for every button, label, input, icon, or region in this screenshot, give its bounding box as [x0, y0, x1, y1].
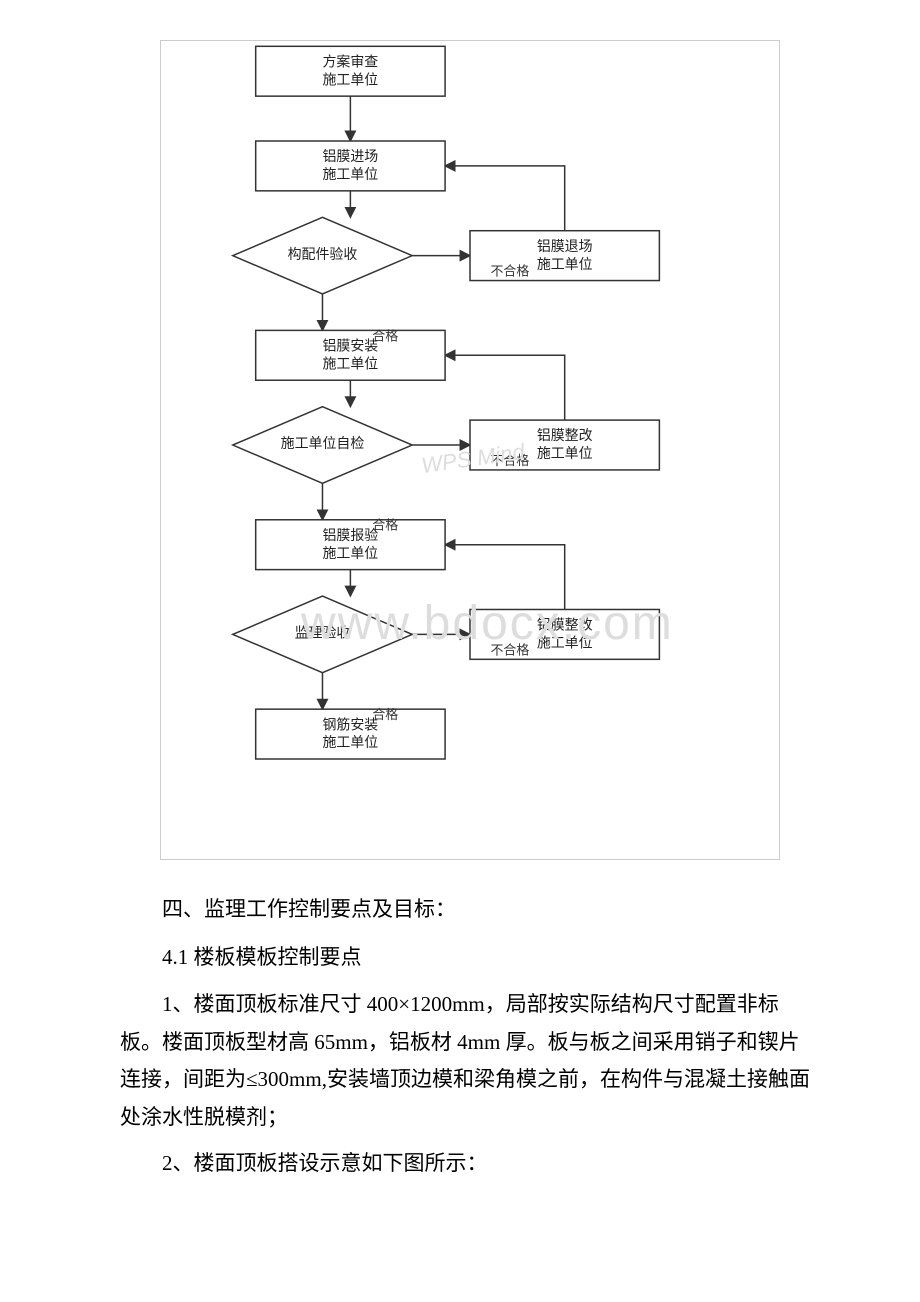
flowchart-node-text-n5: 铝膜安装 — [323, 339, 379, 355]
flowchart-edge — [445, 545, 565, 610]
flowchart-node-text-n8: 铝膜报验 — [323, 528, 379, 544]
svg-text:施工单位: 施工单位 — [537, 446, 593, 462]
flowchart-node-n11 — [256, 709, 445, 759]
flowchart-edge — [445, 355, 565, 420]
flowchart-edge-label: 合格 — [372, 707, 398, 722]
flowchart-svg: 方案审查施工单位铝膜进场施工单位构配件验收铝膜退场施工单位铝膜安装施工单位施工单… — [161, 41, 779, 859]
svg-text:施工单位: 施工单位 — [323, 546, 379, 562]
svg-text:施工单位: 施工单位 — [537, 636, 593, 652]
flowchart-node-text-n3: 构配件验收 — [288, 247, 358, 263]
flowchart-node-n5 — [256, 330, 445, 380]
flowchart-node-n2 — [256, 141, 445, 191]
section-4-1-heading: 4.1 楼板模板控制要点 — [120, 938, 820, 978]
svg-text:施工单位: 施工单位 — [537, 257, 593, 273]
flowchart-node-text-n6: 施工单位自检 — [281, 436, 365, 452]
flowchart-node-text-n10: 铝膜整改 — [537, 618, 593, 634]
paragraph-1: 1、楼面顶板标准尺寸 400×1200mm，局部按实际结构尺寸配置非标板。楼面顶… — [120, 986, 820, 1137]
flowchart-node-n8 — [256, 520, 445, 570]
svg-text:施工单位: 施工单位 — [323, 72, 379, 88]
flowchart-edge-label: 合格 — [372, 328, 398, 343]
flowchart-node-text-n9: 监理验收 — [295, 626, 351, 642]
flowchart-node-text-n7: 铝膜整改 — [537, 428, 593, 444]
flowchart-edge-label: 不合格 — [490, 642, 529, 657]
flowchart-node-text-n2: 铝膜进场 — [323, 149, 379, 165]
flowchart-edge-label: 不合格 — [490, 453, 529, 468]
flowchart-node-text-n1: 方案审查 — [323, 53, 379, 70]
svg-text:施工单位: 施工单位 — [323, 735, 379, 751]
flowchart-edge-label: 合格 — [372, 518, 398, 533]
flowchart-node-n1 — [256, 46, 445, 96]
flowchart-container: WPS Mind www.bdocx.com 方案审查施工单位铝膜进场施工单位构… — [160, 40, 780, 860]
svg-text:施工单位: 施工单位 — [323, 356, 379, 372]
paragraph-2: 2、楼面顶板搭设示意如下图所示： — [120, 1145, 820, 1183]
svg-text:施工单位: 施工单位 — [323, 167, 379, 183]
section-4-heading: 四、监理工作控制要点及目标： — [120, 890, 820, 930]
flowchart-node-text-n4: 铝膜退场 — [537, 239, 593, 255]
flowchart-edge — [445, 166, 565, 231]
flowchart-edge-label: 不合格 — [490, 264, 529, 279]
flowchart-node-text-n11: 钢筋安装 — [323, 716, 379, 733]
